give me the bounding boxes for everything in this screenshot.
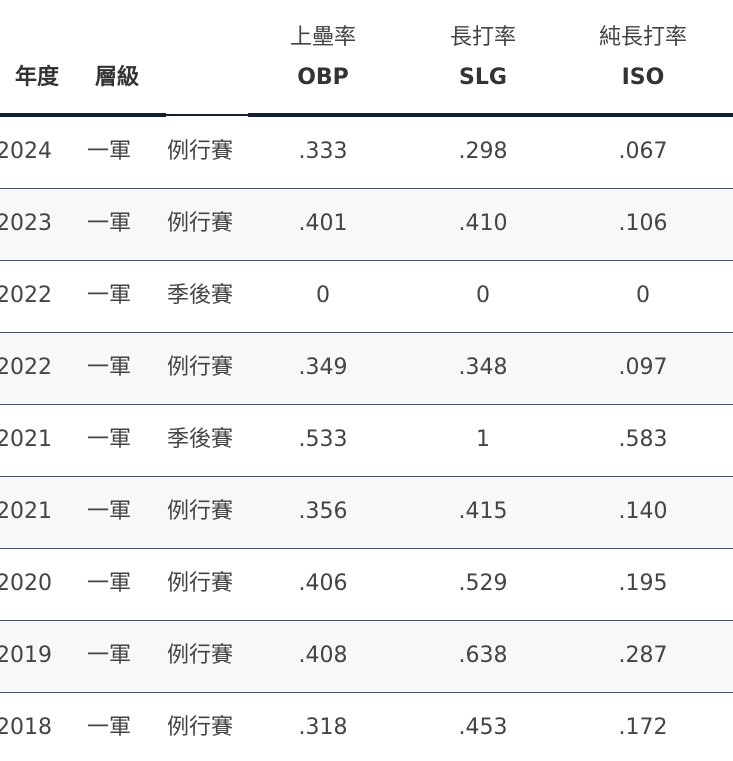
row [0,261,733,333]
table-cell: 2022 [0,283,52,308]
table-cell: 2022 [0,355,52,380]
row [0,477,733,549]
row-divider [0,404,733,405]
table-cell: 一軍 [87,211,132,236]
table-cell: 一軍 [87,499,132,524]
row [0,549,733,621]
table-cell: 2018 [0,715,52,740]
table-cell: 2021 [0,499,52,524]
table-cell: .172 [618,715,668,740]
row [0,621,733,693]
table-cell: 例行賽 [167,139,234,164]
row-divider [0,260,733,261]
row-divider [0,332,733,333]
row-divider [0,188,733,189]
header-label: 層級 [95,65,140,90]
header-abbr: SLG [459,65,507,90]
table-cell: 例行賽 [167,715,234,740]
table-cell: 一軍 [87,283,132,308]
header-label: 年度 [15,65,60,90]
row [0,405,733,477]
row-divider [0,692,733,693]
header-rule [166,114,248,116]
table-cell: 2021 [0,427,52,452]
table-cell: .453 [458,715,508,740]
header-label: 上壘率 [289,25,356,50]
table-cell: .349 [298,355,348,380]
table-cell: 一軍 [87,571,132,596]
table-cell: .406 [298,571,348,596]
table-cell: .401 [298,211,348,236]
table-cell: .140 [618,499,668,524]
table-cell: 2020 [0,571,52,596]
table-cell: 2023 [0,211,52,236]
table-cell: 1 [476,427,490,452]
table-cell: 0 [476,283,490,308]
table-cell: .533 [298,427,348,452]
header-rule [0,113,166,117]
row [0,693,733,761]
table-cell: .415 [458,499,508,524]
table-cell: .097 [618,355,668,380]
table-cell: .638 [458,643,508,668]
table-cell: 一軍 [87,139,132,164]
row-divider [0,620,733,621]
table-cell: 0 [316,283,330,308]
table-cell: 例行賽 [167,499,234,524]
table-cell: .348 [458,355,508,380]
header-abbr: OBP [297,65,349,90]
table-cell: 一軍 [87,715,132,740]
row-divider [0,548,733,549]
table-cell: 例行賽 [167,355,234,380]
table-cell: .356 [298,499,348,524]
header-label: 純長打率 [598,25,687,50]
table-cell: 2019 [0,643,52,668]
row [0,117,733,189]
table-cell: .106 [618,211,668,236]
table-cell: .318 [298,715,348,740]
header-rule [248,113,733,117]
table-cell: .287 [618,643,668,668]
table-cell: 一軍 [87,643,132,668]
table-cell: .408 [298,643,348,668]
table-cell: 季後賽 [167,427,234,452]
table-cell: 例行賽 [167,571,234,596]
table-cell: .298 [458,139,508,164]
row-divider [0,476,733,477]
table-cell: 2024 [0,139,52,164]
table-cell: 一軍 [87,355,132,380]
table-cell: .333 [298,139,348,164]
table-cell: .583 [618,427,668,452]
header-label: 長打率 [449,25,516,50]
table-cell: 例行賽 [167,643,234,668]
table-cell: .529 [458,571,508,596]
table-cell: .195 [618,571,668,596]
header-abbr: ISO [621,65,665,90]
table-cell: 一軍 [87,427,132,452]
row [0,333,733,405]
table-cell: .410 [458,211,508,236]
table-cell: 季後賽 [167,283,234,308]
table-cell: 例行賽 [167,211,234,236]
table-cell: 0 [636,283,650,308]
row [0,189,733,261]
table-cell: .067 [618,139,668,164]
